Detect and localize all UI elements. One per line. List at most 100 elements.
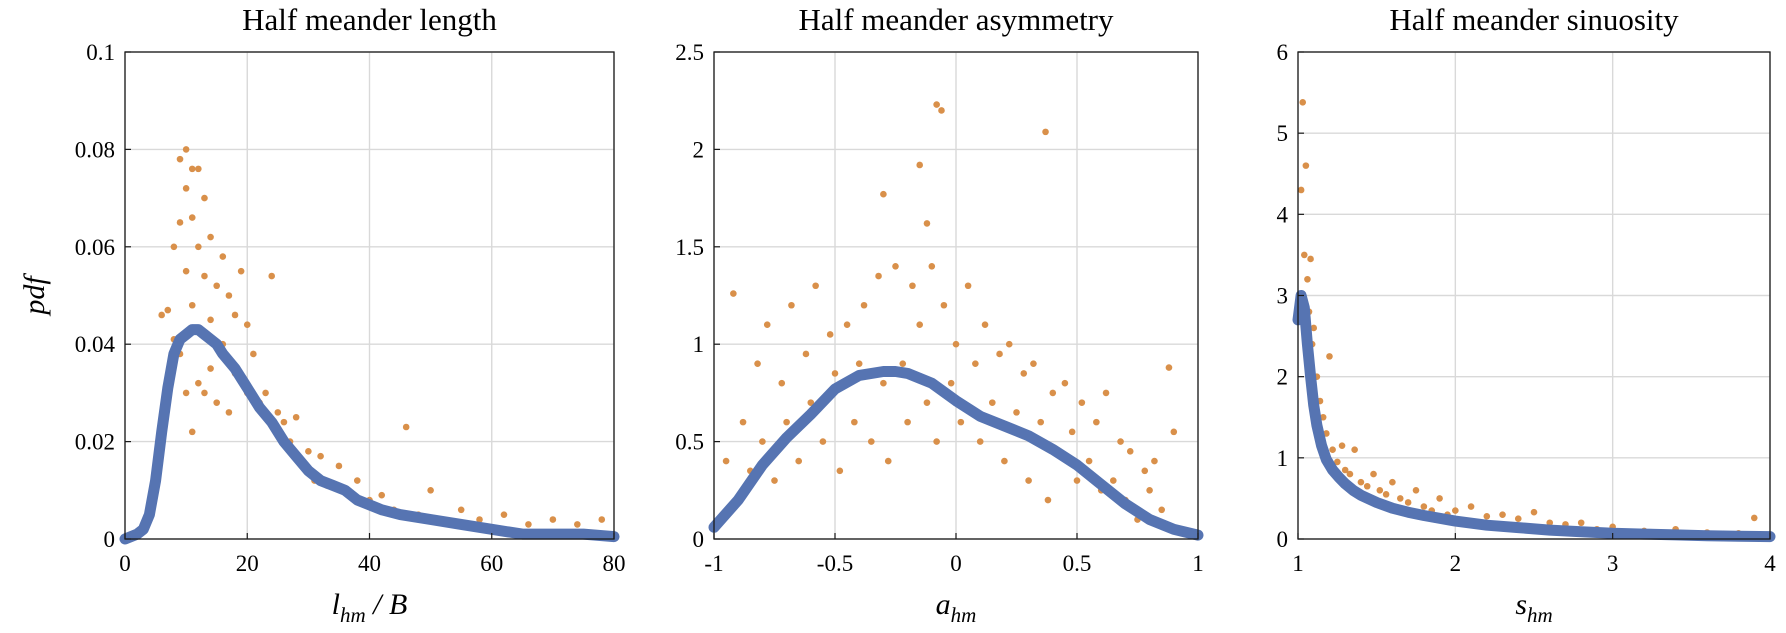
- data-point: [1102, 389, 1110, 397]
- data-point: [1404, 499, 1412, 506]
- data-point: [1297, 186, 1305, 194]
- data-point: [1341, 466, 1349, 474]
- data-point: [899, 360, 907, 367]
- data-point: [923, 220, 931, 227]
- data-point: [947, 379, 955, 387]
- data-point: [457, 506, 465, 514]
- x-tick-label: 40: [358, 551, 381, 576]
- data-point: [225, 409, 233, 416]
- y-tick-label: 5: [1277, 121, 1289, 146]
- data-point: [981, 321, 989, 329]
- data-point: [1499, 511, 1506, 518]
- data-point: [1085, 457, 1093, 465]
- data-point: [188, 214, 196, 221]
- data-point: [280, 418, 288, 426]
- pdf-curve: [708, 366, 1204, 541]
- y-tick-label: 0.1: [86, 40, 115, 65]
- y-tick-label: 2: [1277, 365, 1289, 390]
- data-point: [182, 185, 190, 192]
- data-point: [739, 418, 747, 426]
- x-tick-label: 20: [236, 551, 259, 576]
- data-point: [158, 311, 165, 319]
- data-point: [1357, 478, 1365, 486]
- y-tick-label: 6: [1277, 40, 1289, 65]
- data-point: [1073, 477, 1081, 484]
- data-point: [164, 306, 172, 314]
- data-point: [213, 282, 220, 290]
- data-point: [207, 316, 214, 324]
- data-point: [759, 438, 766, 445]
- data-point: [938, 107, 945, 114]
- data-point: [754, 360, 761, 367]
- data-point: [525, 521, 532, 528]
- data-point: [1141, 467, 1149, 475]
- data-point: [1151, 457, 1158, 465]
- data-point: [1013, 409, 1020, 416]
- data-point: [1165, 364, 1173, 371]
- data-point: [1370, 470, 1377, 478]
- data-point: [795, 457, 802, 465]
- x-tick-label: -0.5: [817, 551, 853, 576]
- data-point: [868, 438, 875, 445]
- pdf-curve: [119, 324, 620, 545]
- x-tick-label: 1: [1192, 551, 1204, 576]
- x-tick-label: 60: [480, 551, 503, 576]
- data-point: [1025, 477, 1032, 484]
- data-point: [1020, 370, 1028, 377]
- y-tick-label: 0.02: [75, 430, 115, 455]
- y-tick-label: 1.5: [675, 235, 704, 260]
- data-point: [933, 101, 940, 108]
- data-point: [1078, 399, 1086, 406]
- data-point: [219, 253, 227, 260]
- x-axis-label-subscript: hm: [340, 603, 366, 627]
- data-point: [335, 462, 343, 470]
- y-tick-label: 4: [1277, 202, 1289, 227]
- data-point: [1037, 418, 1044, 426]
- data-point: [1351, 446, 1358, 454]
- data-point: [819, 438, 827, 445]
- data-point: [1530, 508, 1538, 516]
- data-point: [500, 511, 508, 518]
- x-tick-label: 4: [1764, 551, 1776, 576]
- data-point: [860, 301, 868, 309]
- data-point: [1300, 251, 1308, 259]
- data-point: [851, 418, 858, 426]
- y-tick-label: 3: [1277, 284, 1289, 309]
- x-axis-label-subscript: hm: [951, 603, 977, 627]
- panel-half-meander-length: Half meander length pdf lhm / B 0 20 40 60 8…: [18, 2, 626, 627]
- data-point: [923, 399, 931, 406]
- data-point: [1750, 514, 1758, 522]
- data-point: [1304, 275, 1311, 283]
- y-tick-label: 0.04: [75, 332, 116, 357]
- data-point: [1110, 477, 1117, 484]
- y-axis-label: pdf: [18, 273, 51, 317]
- data-point: [182, 389, 190, 397]
- data-point: [305, 448, 312, 455]
- chart-title: Half meander asymmetry: [798, 2, 1114, 37]
- y-tick-label: 1: [693, 332, 705, 357]
- data-point: [1329, 446, 1336, 454]
- data-point: [916, 161, 923, 169]
- data-point: [1030, 360, 1037, 367]
- data-point: [1436, 495, 1443, 502]
- data-point: [972, 360, 979, 367]
- data-point: [274, 409, 282, 416]
- data-point: [182, 267, 190, 275]
- data-point: [262, 389, 269, 397]
- data-point: [1338, 442, 1346, 449]
- data-point: [1514, 515, 1522, 523]
- x-axis-label: ahm: [936, 588, 977, 627]
- data-point: [237, 267, 245, 275]
- data-point: [928, 262, 936, 270]
- data-point: [292, 413, 300, 421]
- y-tick-label: 0.08: [75, 137, 115, 162]
- data-point: [182, 146, 190, 153]
- data-point: [225, 292, 233, 299]
- data-point: [778, 379, 786, 387]
- data-point: [771, 477, 778, 484]
- data-point: [1299, 99, 1307, 106]
- data-point: [207, 233, 214, 241]
- data-point: [826, 331, 834, 338]
